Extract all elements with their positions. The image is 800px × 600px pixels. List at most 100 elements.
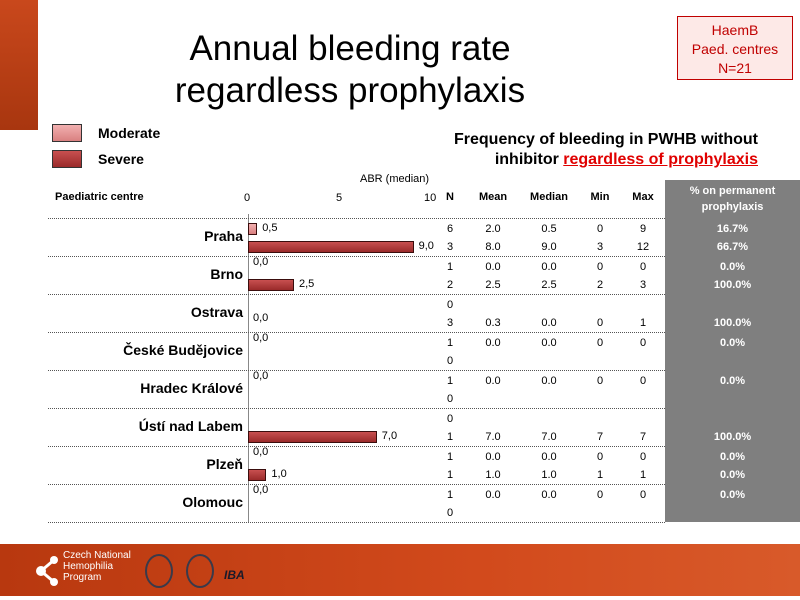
cell-median: 7.0	[541, 431, 557, 443]
bar-value-label: 0,5	[262, 222, 278, 234]
legend-label-moderate: Moderate	[98, 125, 161, 141]
centre-name: Hradec Králové	[140, 380, 243, 396]
row-separator	[48, 332, 665, 333]
frequency-title-highlight: regardless of prophylaxis	[563, 151, 758, 168]
cell-median: 2.5	[541, 279, 557, 291]
cell-pct: 100.0%	[713, 279, 752, 291]
cell-min: 7	[596, 431, 604, 443]
cell-n: 1	[446, 375, 454, 387]
cell-n: 0	[446, 355, 454, 367]
cell-pct: 0.0%	[719, 337, 746, 349]
bar-moderate	[248, 223, 258, 235]
cell-pct: 100.0%	[713, 431, 752, 443]
centre-name: České Budějovice	[123, 342, 243, 358]
header-n: N	[446, 191, 454, 203]
cell-min: 3	[596, 241, 604, 253]
cell-n: 0	[446, 393, 454, 405]
cell-n: 3	[446, 241, 454, 253]
cell-min: 0	[596, 261, 604, 273]
cell-max: 0	[639, 489, 647, 501]
bar-value-label: 0,0	[253, 312, 269, 324]
title-line: Annual bleeding rate	[189, 29, 511, 68]
cell-n: 2	[446, 279, 454, 291]
cell-mean: 2.0	[485, 223, 501, 235]
legend-swatch-severe	[52, 150, 82, 168]
cell-max: 1	[639, 317, 647, 329]
cell-pct: 66.7%	[716, 241, 749, 253]
cell-n: 1	[446, 431, 454, 443]
cell-median: 0.0	[541, 317, 557, 329]
cell-min: 1	[596, 469, 604, 481]
cell-min: 0	[596, 451, 604, 463]
bar-value-label: 0,0	[253, 446, 269, 458]
row-separator	[48, 294, 665, 295]
bar-value-label: 9,0	[418, 240, 434, 252]
cell-median: 0.0	[541, 451, 557, 463]
header-max: Max	[632, 191, 654, 203]
cell-max: 0	[639, 451, 647, 463]
cell-max: 0	[639, 337, 647, 349]
cell-max: 0	[639, 375, 647, 387]
row-separator	[48, 484, 665, 485]
cell-median: 0.0	[541, 337, 557, 349]
cell-mean: 2.5	[485, 279, 501, 291]
bar-value-label: 7,0	[381, 430, 398, 442]
bar-value-label: 2,5	[299, 278, 315, 290]
frequency-title: Frequency of bleeding in PWHB without in…	[440, 130, 758, 170]
cell-pct: 0.0%	[719, 451, 746, 463]
university-seal-icon	[145, 554, 173, 588]
logo-text: Program	[63, 572, 102, 583]
cohort-badge: HaemB Paed. centres N=21	[677, 16, 793, 80]
axis-tick: 0	[244, 192, 251, 204]
row-separator	[48, 370, 665, 371]
cell-pct: 0.0%	[719, 261, 746, 273]
cell-min: 0	[596, 375, 604, 387]
badge-line: HaemB	[711, 22, 759, 38]
cell-pct: 0.0%	[719, 469, 746, 481]
logo-text: Hemophilia	[63, 561, 114, 572]
centre-name: Ostrava	[190, 304, 243, 320]
bar-severe	[248, 279, 294, 291]
cell-n: 1	[446, 489, 454, 501]
bar-value-label: 0,0	[253, 484, 269, 496]
cell-median: 9.0	[541, 241, 557, 253]
row-separator	[48, 218, 665, 219]
cell-median: 0.0	[541, 261, 557, 273]
badge-line: Paed. centres	[691, 41, 779, 57]
centre-name: Ústí nad Labem	[138, 418, 243, 434]
network-logo-icon	[36, 556, 58, 586]
cell-pct: 0.0%	[719, 489, 746, 501]
cell-max: 9	[639, 223, 647, 235]
header-median: Median	[530, 191, 568, 203]
cell-median: 0.0	[541, 489, 557, 501]
decorative-bar	[0, 0, 38, 130]
cell-max: 1	[639, 469, 647, 481]
cell-mean: 7.0	[485, 431, 501, 443]
cell-median: 0.0	[541, 375, 557, 387]
cell-n: 1	[446, 451, 454, 463]
cell-min: 0	[596, 489, 604, 501]
cell-mean: 8.0	[485, 241, 501, 253]
row-separator	[48, 408, 665, 409]
axis-line	[248, 214, 249, 522]
cell-median: 1.0	[541, 469, 557, 481]
bar-value-label: 1,0	[271, 468, 287, 480]
bar-value-label: 0,0	[253, 256, 269, 268]
bar-severe	[248, 431, 377, 443]
cell-n: 1	[446, 469, 454, 481]
cell-mean: 0.0	[485, 375, 501, 387]
bar-severe	[248, 469, 267, 481]
bar-value-label: 0,0	[253, 332, 269, 344]
legend-label-severe: Severe	[98, 151, 144, 167]
header-mean: Mean	[478, 191, 508, 203]
header-centre: Paediatric centre	[55, 191, 144, 203]
cell-n: 3	[446, 317, 454, 329]
cell-max: 12	[636, 241, 650, 253]
iba-logo: IBA	[224, 568, 245, 582]
cell-median: 0.5	[541, 223, 557, 235]
cell-min: 2	[596, 279, 604, 291]
cell-max: 0	[639, 261, 647, 273]
centre-name: Olomouc	[182, 494, 243, 510]
medical-faculty-seal-icon	[186, 554, 214, 588]
badge-line: N=21	[718, 60, 752, 76]
